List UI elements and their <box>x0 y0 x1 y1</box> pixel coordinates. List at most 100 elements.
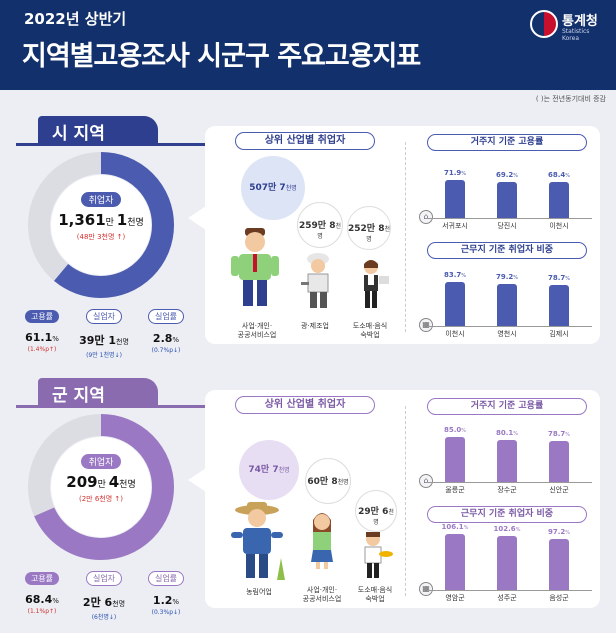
gun-stat-num: 68.4 <box>25 593 53 606</box>
si-rank2-bar-label: 이천시 <box>445 330 465 338</box>
factory-worker-figure <box>301 253 329 308</box>
gun-industry-bubble-1: 74만 7천명 <box>239 440 299 500</box>
gun-divider <box>405 406 406 596</box>
building-icon: ▦ <box>419 582 433 596</box>
gun-rank1-bar <box>445 437 465 482</box>
si-stat-num: 39만 1 <box>79 334 117 347</box>
gun-donut-svg <box>28 414 174 560</box>
si-industry-bubble-2: 259만 8천명 <box>297 202 343 248</box>
statistics-korea-logo: 통계청 Statistics Korea <box>526 6 608 46</box>
si-stat-change: (1.4%p↑) <box>27 346 57 353</box>
gun-employment-donut: 취업자 209만 4천명 (2만 6천명 ↑) <box>26 412 176 562</box>
gun-rank1-bar-label: 장수군 <box>497 486 517 494</box>
gun-ind-value: 74만 7 <box>248 465 279 475</box>
si-rank1-bar-label: 이천시 <box>549 222 569 230</box>
gun-rank2-bar-unit: % <box>515 527 521 533</box>
gun-rank2-bar-label: 영암군 <box>445 594 465 602</box>
si-industry-bubble-1: 507만 7천명 <box>241 156 305 220</box>
si-rank1-bar <box>445 180 465 218</box>
si-center-u1: 만 <box>105 218 117 228</box>
gun-rank1-bar-value: 85.0% <box>443 426 467 434</box>
si-section-tab: 시 지역 <box>38 116 158 144</box>
si-stat-change: (0.7%p↓) <box>151 347 181 354</box>
gun-center-v2: 4 <box>108 473 120 491</box>
si-rank1-baseline <box>427 218 592 219</box>
gun-stats: 고용률 68.4% (1.1%p↑) 실업자 2만 6천명 (6천명↓) 실업률… <box>14 566 194 626</box>
si-ind-unit: 천명 <box>366 226 390 243</box>
si-ind-value: 507만 7 <box>249 183 286 193</box>
gun-rank2-baseline <box>427 590 592 591</box>
gun-panel: 상위 산업별 취업자 74만 7천명 60만 8천명 29만 6천명 농림어업 … <box>205 390 600 608</box>
building-icon: ▦ <box>419 318 433 332</box>
gun-rank1-bar-unit: % <box>461 428 467 434</box>
gun-ind-label: 도소매·음식 숙박업 <box>357 586 393 603</box>
si-panel-pointer <box>188 206 206 230</box>
si-stat-label: 실업자 <box>85 309 123 324</box>
header-banner: 2022년 상반기 지역별고용조사 시군구 주요고용지표 통계청 Statist… <box>0 0 616 90</box>
gun-center-value: 209만 4천명 <box>26 473 176 491</box>
si-rank2-bar <box>549 285 569 326</box>
si-stat-value: 39만 1천명 <box>76 332 132 348</box>
gun-rank1-bar-unit: % <box>565 432 571 438</box>
si-stat-num: 61.1 <box>25 331 53 344</box>
gun-panel-pointer <box>188 468 206 492</box>
gun-rank2-bar-value: 102.6% <box>493 525 521 533</box>
si-rank1-bar-value: 71.9% <box>443 169 467 177</box>
retail-worker-figure <box>364 260 389 308</box>
gun-stat-value: 68.4% <box>14 593 70 606</box>
home-icon: ⌂ <box>419 474 433 488</box>
si-rank2-bar-unit: % <box>461 273 467 279</box>
office-worker-figure <box>231 228 279 306</box>
header-title: 지역별고용조사 시군구 주요고용지표 <box>22 41 421 72</box>
si-rank2-bar <box>497 284 517 326</box>
gun-stat-unit: % <box>52 597 59 605</box>
si-ind-label: 사업·개인· 공공서비스업 <box>237 322 277 339</box>
si-center-u2: 천명 <box>127 218 144 228</box>
gun-rank1-bar <box>497 440 517 482</box>
si-ind-label: 도소매·음식 숙박업 <box>352 322 388 339</box>
si-center-pill: 취업자 <box>80 192 122 207</box>
gun-ind-label: 사업·개인· 공공서비스업 <box>302 586 342 603</box>
si-ind-value: 259만 8 <box>299 221 336 231</box>
home-icon: ⌂ <box>419 210 433 224</box>
logo-eng: Statistics Korea <box>562 28 590 42</box>
si-stat-unemployed: 실업자 39만 1천명 (9만 1천명↓) <box>76 304 132 359</box>
gun-rank2-bar-unit: % <box>463 525 469 531</box>
farmer-figure <box>231 502 285 580</box>
si-rank1-bar-unit: % <box>513 173 519 179</box>
gun-rank1-bar-unit: % <box>513 431 519 437</box>
gun-donut-slice <box>28 414 174 560</box>
gun-rank1-bar-value: 80.1% <box>495 429 519 437</box>
change-note: ( )는 전년동기대비 증감 <box>535 95 606 103</box>
gun-ind-label: 농림어업 <box>246 588 272 596</box>
si-stat-employment-rate: 고용률 61.1% (1.4%p↑) <box>14 304 70 353</box>
si-donut-hole <box>51 175 151 275</box>
gun-industry-bubble-3: 29만 6천명 <box>355 490 397 532</box>
si-rank2-bar-unit: % <box>513 275 519 281</box>
gun-stat-change: (0.3%p↓) <box>151 609 181 616</box>
si-rank1-bar <box>549 182 569 218</box>
gun-center-u1: 만 <box>97 480 109 490</box>
gun-stat-unemployment-rate: 실업률 1.2% (0.3%p↓) <box>138 566 194 616</box>
si-panel: 상위 산업별 취업자 507만 7천명 259만 8천명 252만 8천명 사업… <box>205 126 600 344</box>
si-stat-change: (9만 1천명↓) <box>86 352 122 359</box>
si-stat-value: 61.1% <box>14 331 70 344</box>
gun-stat-change: (6천명↓) <box>91 614 117 621</box>
gun-stat-employment-rate: 고용률 68.4% (1.1%p↑) <box>14 566 70 615</box>
si-rank1-bar <box>497 182 517 218</box>
gun-center-change: (2만 6천명 ↑) <box>78 495 123 503</box>
si-stat-value: 2.8% <box>138 332 194 345</box>
si-rank1-title: 거주지 기준 고용률 <box>427 134 587 151</box>
si-stats: 고용률 61.1% (1.4%p↑) 실업자 39만 1천명 (9만 1천명↓)… <box>14 304 194 364</box>
gun-ind-unit: 천명 <box>337 479 349 486</box>
gun-rank1-bar-label: 울릉군 <box>445 486 465 494</box>
gun-ind-value: 29만 6 <box>358 507 389 517</box>
gun-rank2-bar-unit: % <box>565 530 571 536</box>
gun-stat-change: (1.1%p↑) <box>27 608 57 615</box>
gun-rank2-bar-value: 97.2% <box>547 528 571 536</box>
gun-stat-unemployed: 실업자 2만 6천명 (6천명↓) <box>76 566 132 621</box>
si-rank1-bar-unit: % <box>565 173 571 179</box>
gun-stat-label: 고용률 <box>24 572 60 585</box>
cook-figure <box>364 532 393 578</box>
gun-industry-bubble-2: 60만 8천명 <box>305 458 351 504</box>
